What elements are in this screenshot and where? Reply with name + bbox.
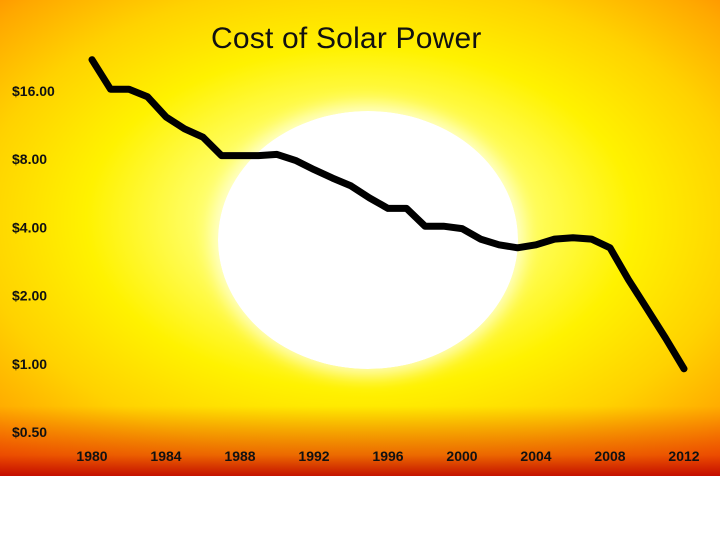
x-tick-label: 2008 <box>594 448 625 464</box>
bottom-glow <box>0 406 720 476</box>
x-tick-label: 2000 <box>446 448 477 464</box>
chart-plot: $16.00 $8.00 $4.00 $2.00 $1.00 $0.50 1980 1984… <box>12 56 700 464</box>
y-tick-label: $8.00 <box>12 151 47 167</box>
y-tick-label: $0.50 <box>12 424 47 440</box>
y-tick-label: $4.00 <box>12 219 47 235</box>
x-tick-label: 1980 <box>76 448 107 464</box>
y-tick-label: $1.00 <box>12 356 47 372</box>
x-tick-label: 2012 <box>668 448 699 464</box>
x-axis-ticks: 1980 1984 1988 1992 1996 2000 2004 2008 2012 <box>76 448 699 464</box>
y-axis-ticks: $16.00 $8.00 $4.00 $2.00 $1.00 $0.50 <box>12 83 55 440</box>
chart-title: Cost of Solar Power <box>211 22 482 55</box>
x-tick-label: 1992 <box>298 448 329 464</box>
x-tick-label: 2004 <box>520 448 551 464</box>
y-tick-label: $2.00 <box>12 288 47 304</box>
x-tick-label: 1988 <box>224 448 255 464</box>
chart-panel: $16.00 $8.00 $4.00 $2.00 $1.00 $0.50 1980 1984… <box>0 0 720 476</box>
x-tick-label: 1996 <box>372 448 403 464</box>
series-line <box>88 56 688 373</box>
series-group <box>88 56 688 373</box>
x-tick-label: 1984 <box>150 448 181 464</box>
y-tick-label: $16.00 <box>12 83 55 99</box>
